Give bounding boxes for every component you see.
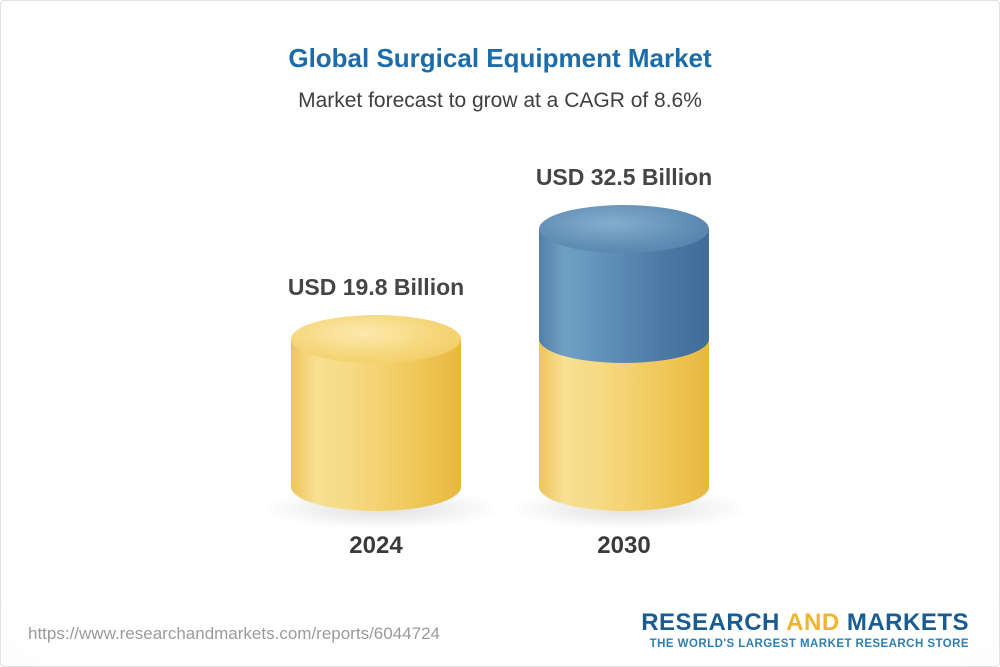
logo-tagline: THE WORLD'S LARGEST MARKET RESEARCH STOR… <box>649 638 969 650</box>
bar-cylinder-2024 <box>291 315 461 511</box>
bar-value-label: USD 19.8 Billion <box>287 274 465 301</box>
cylinder-top-blue <box>539 205 709 253</box>
logo-word-markets: MARKETS <box>846 609 969 636</box>
cylinder-top-yellow <box>291 315 461 364</box>
source-url-link[interactable]: https://www.researchandmarkets.com/repor… <box>28 624 440 643</box>
research-and-markets-logo: RESEARCH AND MARKETS THE WORLD'S LARGEST… <box>641 611 969 651</box>
cylinder-segment-yellow <box>291 339 461 511</box>
bar-value-label: USD 32.5 Billion <box>535 164 713 190</box>
logo-wordmark: RESEARCH AND MARKETS <box>641 611 969 635</box>
logo-word-and: AND <box>786 609 840 636</box>
page-subtitle: Market forecast to grow at a CAGR of 8.6… <box>298 89 702 112</box>
bar-category-label: 2030 <box>597 532 651 559</box>
page-title: Global Surgical Equipment Market <box>288 43 712 73</box>
bar-group-2030: USD 32.5 Billion 2030 <box>504 1 754 666</box>
bar-cylinder-2030 <box>539 205 709 511</box>
bar-category-label: 2024 <box>349 532 403 559</box>
logo-word-research: RESEARCH <box>641 609 780 636</box>
bar-group-2024: USD 19.8 Billion 2024 <box>256 1 506 666</box>
cylinder-segment-yellow <box>539 339 709 511</box>
